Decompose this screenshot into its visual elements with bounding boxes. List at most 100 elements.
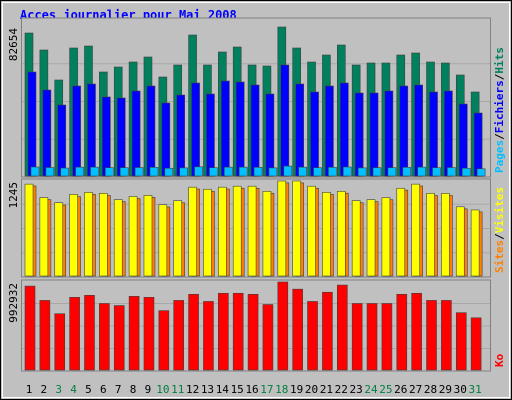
bar — [54, 202, 64, 277]
legend-separator: / — [493, 73, 506, 80]
x-tick-label: 18 — [275, 383, 288, 396]
bar — [188, 186, 197, 277]
bar — [119, 167, 129, 177]
bar — [336, 191, 346, 277]
bar — [247, 293, 259, 371]
bar — [39, 300, 51, 371]
bar — [99, 193, 108, 277]
bar — [206, 93, 215, 177]
bar — [250, 84, 260, 177]
bar — [247, 185, 257, 277]
x-tick-label: 7 — [115, 383, 122, 396]
bar — [235, 81, 245, 177]
bar — [322, 192, 331, 277]
y-max-label: 82654 — [7, 28, 20, 61]
x-tick-label: 10 — [156, 383, 169, 396]
bar — [146, 85, 156, 177]
bar — [84, 192, 93, 277]
bar — [128, 296, 140, 371]
bar — [381, 197, 391, 277]
bar — [72, 85, 81, 177]
x-tick-label: 12 — [186, 383, 199, 396]
bar — [292, 180, 301, 277]
bar — [87, 83, 96, 177]
bar — [411, 183, 420, 277]
bar — [262, 191, 272, 277]
legend-entry: Hits — [493, 47, 506, 74]
bar — [90, 166, 99, 177]
bar — [149, 167, 159, 177]
legend: Ko — [493, 353, 506, 367]
bar — [384, 90, 394, 177]
x-tick-label: 30 — [454, 383, 467, 396]
x-tick-label: 31 — [469, 383, 482, 396]
bar — [179, 167, 189, 177]
bar — [232, 292, 244, 371]
bar — [366, 199, 376, 277]
bar — [310, 91, 319, 177]
bar — [387, 167, 397, 177]
bar — [188, 293, 199, 371]
bar — [128, 196, 138, 277]
bar — [84, 295, 95, 371]
x-tick-label: 2 — [41, 383, 48, 396]
bar — [69, 194, 78, 277]
bar — [224, 166, 233, 177]
x-tick-label: 6 — [100, 383, 107, 396]
x-tick-label: 16 — [245, 383, 258, 396]
x-tick-label: 24 — [364, 383, 378, 396]
bar — [105, 167, 114, 177]
x-tick-label: 8 — [130, 383, 137, 396]
x-tick-label: 17 — [260, 383, 273, 396]
bar — [307, 185, 316, 277]
x-tick-label: 25 — [379, 383, 392, 396]
bar — [455, 312, 467, 371]
bar — [458, 103, 468, 177]
x-tick-label: 21 — [320, 383, 333, 396]
bar — [441, 300, 452, 371]
x-tick-label: 27 — [409, 383, 422, 396]
bar — [313, 167, 322, 177]
x-tick-label: 11 — [171, 383, 184, 396]
bar — [298, 166, 307, 177]
bar — [232, 185, 242, 277]
bar — [27, 71, 37, 177]
bar — [158, 204, 168, 277]
bar — [113, 199, 123, 277]
bar — [322, 291, 333, 371]
bar — [191, 82, 200, 177]
bar — [357, 167, 367, 177]
bar — [60, 167, 70, 177]
bar — [372, 167, 382, 177]
bar — [399, 85, 409, 177]
bar — [295, 83, 304, 177]
bar — [369, 92, 379, 177]
bar — [283, 165, 293, 177]
bar — [134, 167, 144, 177]
legend-entry: Pages — [493, 140, 506, 173]
legend: Pages/Fichiers/Hits — [493, 47, 506, 173]
bar — [432, 167, 441, 177]
bar — [461, 167, 471, 177]
bar — [339, 82, 349, 177]
bar — [354, 92, 364, 177]
legend-entry: Fichiers — [493, 80, 506, 133]
bar — [164, 167, 174, 177]
bar — [277, 281, 289, 371]
bar — [473, 112, 483, 177]
bar — [396, 187, 406, 277]
bar — [444, 90, 453, 177]
bar — [426, 300, 437, 371]
x-tick-label: 5 — [85, 383, 92, 396]
bar — [441, 193, 450, 277]
bar — [476, 168, 486, 177]
bar — [203, 301, 214, 371]
x-tick-label: 9 — [145, 383, 152, 396]
bar — [30, 166, 40, 177]
x-tick-label: 29 — [439, 383, 452, 396]
x-tick-label: 13 — [201, 383, 214, 396]
bar — [161, 102, 171, 177]
bar — [39, 197, 49, 277]
